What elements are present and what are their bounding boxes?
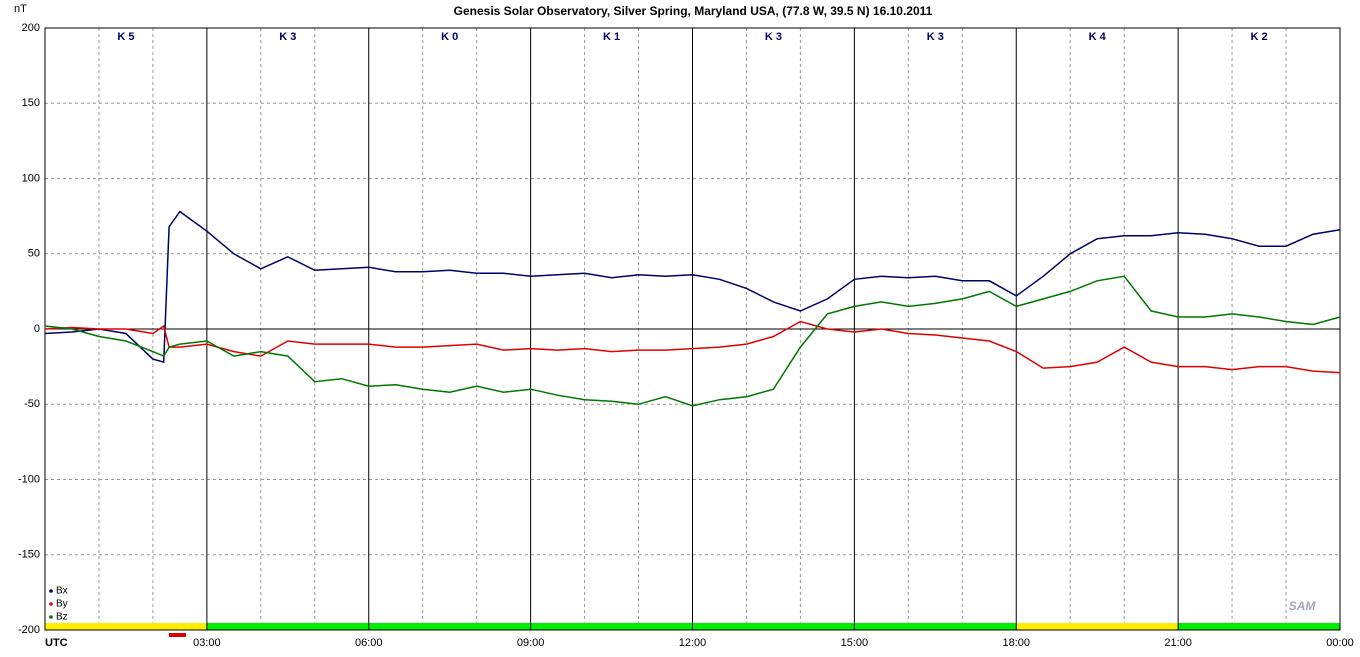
series-line (44, 210, 1341, 364)
x-tick-label: 18:00 (1002, 637, 1030, 649)
event-marker (169, 633, 186, 637)
y-tick-label: 150 (22, 97, 40, 109)
x-tick-label: 06:00 (355, 637, 383, 649)
y-tick-label: -200 (18, 624, 40, 636)
k-index-label: K 4 (1089, 31, 1107, 43)
series-line (44, 275, 1341, 407)
y-tick-label: 100 (22, 172, 40, 184)
y-tick-label: -100 (18, 473, 40, 485)
y-tick-label: 50 (28, 248, 40, 260)
logo: SAM (1289, 599, 1317, 613)
legend-label: By (56, 599, 68, 610)
legend-label: Bx (56, 586, 68, 597)
x-tick-label: 03:00 (193, 637, 221, 649)
k-index-label: K 3 (765, 31, 782, 43)
k-index-label: K 2 (1251, 31, 1268, 43)
k-status-bar (1016, 623, 1179, 630)
chart-title: Genesis Solar Observatory, Silver Spring… (454, 4, 933, 18)
k-status-bar (368, 623, 531, 630)
legend-swatch (49, 615, 53, 619)
k-status-bar (45, 623, 207, 630)
k-index-label: K 5 (117, 31, 134, 43)
x-tick-label: 21:00 (1164, 637, 1192, 649)
legend-swatch (49, 589, 53, 593)
y-tick-label: -50 (24, 398, 40, 410)
k-index-label: K 3 (279, 31, 296, 43)
k-index-label: K 0 (441, 31, 458, 43)
x-tick-label: 12:00 (679, 637, 707, 649)
y-tick-label: -150 (18, 549, 40, 561)
legend-label: Bz (56, 612, 68, 623)
k-status-bar (530, 623, 693, 630)
k-status-bar (1178, 623, 1340, 630)
y-tick-label: 0 (34, 323, 40, 335)
legend-swatch (49, 602, 53, 606)
k-index-label: K 3 (927, 31, 944, 43)
k-status-bar (206, 623, 369, 630)
y-axis-label: nT (14, 3, 27, 15)
x-tick-label: 15:00 (841, 637, 869, 649)
x-tick-label: UTC (45, 637, 68, 649)
y-tick-label: 200 (22, 22, 40, 34)
k-status-bar (854, 623, 1017, 630)
k-status-bar (692, 623, 855, 630)
x-tick-label: 00:00 (1326, 637, 1354, 649)
k-index-label: K 1 (603, 31, 620, 43)
x-tick-label: 09:00 (517, 637, 545, 649)
